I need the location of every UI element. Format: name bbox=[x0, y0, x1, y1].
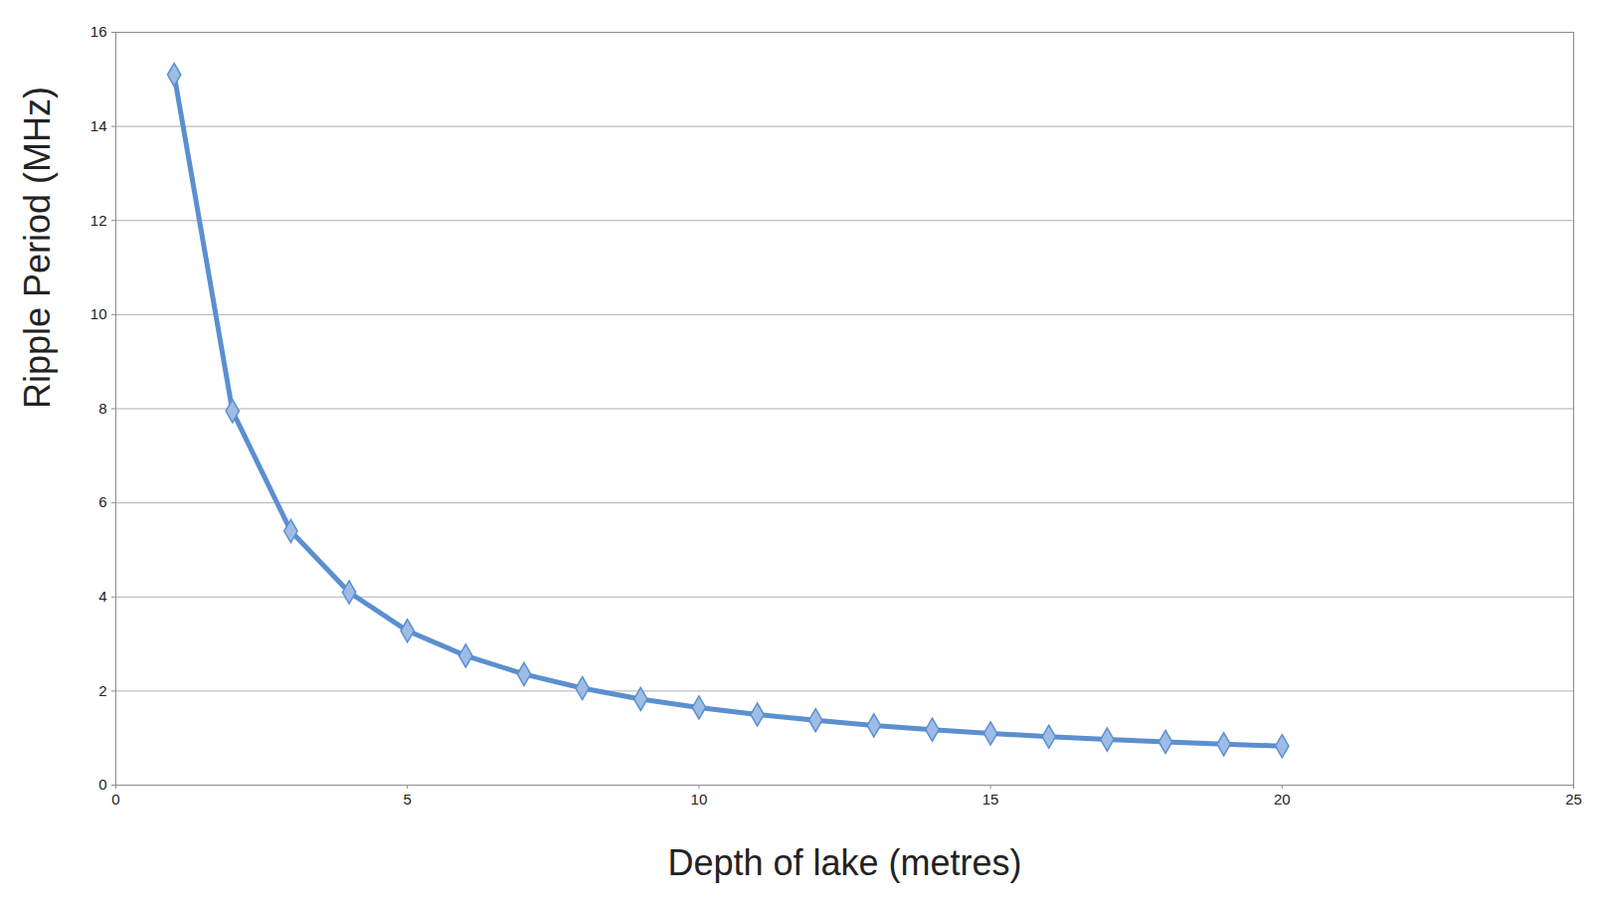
svg-text:6: 6 bbox=[98, 493, 107, 511]
svg-text:5: 5 bbox=[403, 790, 412, 808]
svg-text:14: 14 bbox=[90, 117, 108, 135]
svg-text:0: 0 bbox=[98, 775, 107, 793]
svg-text:Depth of lake (metres): Depth of lake (metres) bbox=[667, 842, 1022, 884]
svg-text:20: 20 bbox=[1273, 790, 1291, 808]
svg-text:12: 12 bbox=[90, 211, 108, 229]
svg-text:0: 0 bbox=[111, 790, 120, 808]
svg-text:Ripple Period (MHz): Ripple Period (MHz) bbox=[16, 86, 58, 409]
svg-text:15: 15 bbox=[982, 790, 1000, 808]
svg-text:10: 10 bbox=[691, 790, 709, 808]
svg-text:4: 4 bbox=[98, 587, 107, 605]
svg-text:10: 10 bbox=[90, 305, 108, 323]
svg-text:8: 8 bbox=[98, 399, 107, 417]
svg-text:25: 25 bbox=[1565, 790, 1583, 808]
svg-text:16: 16 bbox=[90, 22, 108, 40]
svg-text:2: 2 bbox=[98, 682, 107, 700]
